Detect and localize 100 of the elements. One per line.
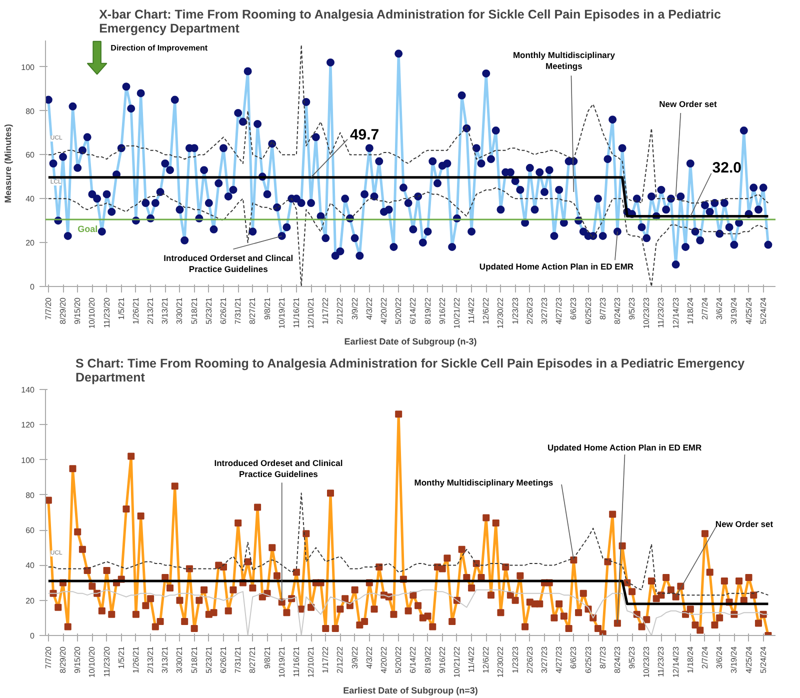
x-tick-label: 3/27/23 [540, 296, 549, 324]
y-axis-title: Measure (Minutes) [3, 124, 14, 204]
x-tick-label: 3/27/23 [540, 646, 549, 674]
x-tick-label: 10/19/21 [277, 646, 286, 678]
x-tick-label: 3/6/24 [715, 646, 724, 669]
x-tick-label: 7/7/20 [44, 296, 53, 320]
x-tick-label: 10/21/22 [452, 296, 462, 329]
x-tick-label: 11/4/22 [467, 296, 476, 324]
x-tick-label: 5/20/22 [394, 646, 404, 674]
x-tick-label: 1/5/21 [116, 296, 126, 320]
y-tick-label: 0 [30, 282, 36, 292]
x-tick-label: 9/5/23 [628, 646, 637, 669]
x-tick-label: 3/13/21 [160, 646, 170, 674]
x-tick-label: 12/30/22 [496, 296, 506, 329]
x-tick-label: 6/14/22 [408, 296, 418, 324]
x-tick-label: 4/25/24 [744, 296, 754, 324]
ref-line-label: Goal [78, 224, 98, 234]
x-tick-label: 8/24/23 [612, 296, 622, 324]
x-tick-label: 10/19/21 [277, 296, 286, 329]
x-tick-label: 5/23/21 [204, 646, 214, 674]
x-tick-label: 3/9/22 [350, 646, 360, 669]
x-tick-label: 2/26/23 [525, 646, 534, 674]
x-tick-label: 3/6/24 [715, 296, 724, 320]
chart-title: X-bar Chart: Time From Rooming to Analgesia Administration for Sickle Cell Pain Episodes in a Pediatric Emergency Department [99, 8, 722, 36]
x-tick-label: 6/6/23 [569, 646, 578, 669]
annotation: Monthy Multidisciplinary Meetings [414, 478, 554, 488]
chart-title: S Chart: Time From Rooming to Analgesia Administration for Sickle Cell Pain Episodes in a Pediatric Emergency Department [75, 356, 745, 384]
y-tick-label: 0 [30, 632, 36, 640]
x-tick-label: 2/7/24 [700, 646, 710, 669]
x-tick-label: 11/4/22 [467, 646, 476, 673]
annotation: 49.7 [350, 126, 380, 144]
x-tick-label: 4/20/22 [379, 296, 388, 324]
annotation: Direction of Improvement [110, 43, 208, 52]
x-tick-label: 1/5/21 [116, 646, 126, 669]
x-tick-label: 2/26/23 [525, 296, 534, 324]
x-tick-label: 12/10/21 [306, 646, 316, 678]
y-tick-label: 20 [26, 238, 36, 248]
x-tick-label: 2/12/22 [336, 646, 345, 674]
x-axis-title: Earliest Date of Subgroup (n=3) [343, 686, 478, 696]
x-tick-label: 10/10/20 [88, 646, 97, 678]
y-tick-label: 100 [21, 456, 36, 465]
x-tick-label: 4/3/22 [364, 296, 374, 320]
x-tick-label: 6/25/23 [584, 296, 593, 324]
x-tick-label: 8/29/20 [58, 646, 68, 674]
x-tick-label: 9/16/22 [438, 296, 447, 324]
x-tick-label: 12/30/22 [496, 646, 506, 678]
x-tick-label: 7/31/21 [234, 646, 243, 674]
x-tick-label: 5/23/21 [204, 296, 214, 324]
x-tick-label: 6/25/23 [584, 646, 593, 674]
x-tick-label: 9/15/20 [73, 296, 82, 324]
y-tick-label: 140 [21, 386, 36, 394]
y-tick-label: 80 [26, 106, 36, 116]
x-tick-label: 10/23/23 [642, 296, 652, 329]
annotation: 32.0 [712, 159, 742, 176]
x-tick-label: 5/20/22 [394, 296, 404, 324]
y-tick-label: 60 [26, 150, 36, 160]
x-tick-label: 8/24/23 [612, 646, 622, 674]
y-tick-label: 80 [26, 490, 36, 500]
x-tick-label: 11/23/23 [656, 296, 666, 328]
x-tick-label: 11/23/20 [102, 646, 112, 678]
x-tick-label: 3/30/21 [175, 296, 184, 324]
x-tick-label: 1/17/22 [321, 646, 330, 674]
x-tick-label: 2/13/21 [146, 296, 156, 324]
annotation: New Order set [659, 99, 717, 110]
x-tick-label: 8/29/20 [58, 296, 68, 324]
x-tick-label: 1/23/23 [510, 296, 520, 324]
x-tick-label: 1/18/24 [686, 296, 695, 324]
x-tick-label: 12/6/22 [482, 296, 491, 324]
y-tick-label: 20 [26, 596, 36, 606]
x-tick-label: 1/17/22 [321, 296, 330, 324]
x-tick-label: 1/26/21 [131, 646, 140, 674]
y-tick-label: 60 [26, 526, 36, 536]
x-tick-label: 8/19/22 [423, 646, 432, 674]
y-tick-label: 40 [26, 194, 36, 204]
y-tick-label: 100 [21, 62, 36, 72]
x-tick-label: 8/27/21 [248, 296, 258, 324]
y-tick-label: 40 [26, 561, 36, 570]
x-tick-label: 8/19/22 [423, 296, 432, 324]
x-tick-label: 1/26/21 [131, 296, 140, 324]
x-tick-label: 9/8/21 [262, 646, 272, 669]
x-tick-label: 8/27/21 [248, 646, 258, 674]
x-tick-label: 3/19/24 [730, 646, 739, 674]
x-tick-label: 7/7/20 [44, 646, 53, 669]
annotation: New Order set [715, 518, 774, 529]
x-tick-label: 4/25/24 [744, 646, 754, 674]
x-tick-label: 6/6/23 [569, 296, 578, 320]
x-tick-label: 4/27/23 [554, 646, 564, 674]
x-tick-label: 2/13/21 [146, 646, 156, 674]
x-tick-label: 3/13/21 [160, 296, 170, 324]
x-tick-label: 3/30/21 [175, 646, 184, 674]
x-tick-label: 9/15/20 [73, 646, 82, 674]
x-tick-label: 1/23/23 [510, 646, 520, 674]
x-tick-label: 4/27/23 [554, 296, 564, 324]
x-tick-label: 12/6/22 [482, 646, 491, 674]
x-axis-title: Earliest Date of Subgroup (n-3) [344, 336, 477, 347]
x-tick-label: 12/14/23 [671, 646, 680, 678]
line-series [48, 187, 769, 286]
y-tick-label: 120 [21, 420, 36, 430]
annotation: Updated Home Action Plan in ED EMR [548, 442, 702, 452]
x-tick-label: 10/23/23 [642, 646, 652, 678]
